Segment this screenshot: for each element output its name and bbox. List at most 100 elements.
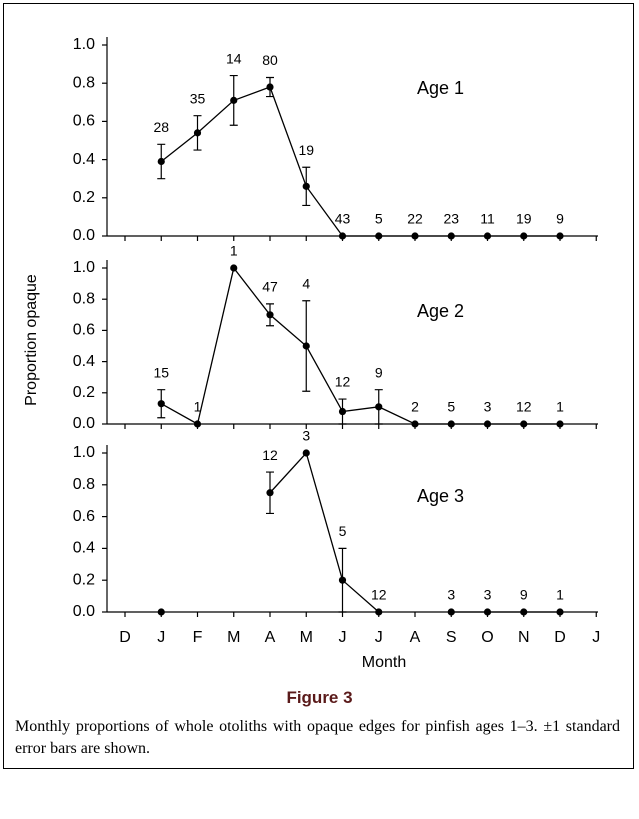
sample-size-label: 3: [447, 587, 455, 603]
y-tick-label: 0.0: [73, 415, 95, 432]
data-point: [302, 449, 310, 457]
sample-size-label: 9: [375, 364, 383, 380]
figure-label: Figure 3: [286, 688, 353, 707]
y-axis-label: Proportion opaque: [23, 274, 40, 406]
sample-size-label: 35: [190, 90, 206, 106]
data-point: [157, 608, 165, 616]
x-tick-label: J: [339, 629, 347, 646]
sample-size-label: 1: [194, 399, 202, 415]
data-point: [338, 407, 347, 416]
x-tick-label: A: [265, 629, 276, 646]
sample-size-label: 19: [298, 142, 314, 158]
x-tick-label: S: [446, 629, 457, 646]
sample-size-label: 9: [520, 587, 528, 603]
y-tick-label: 0.0: [73, 227, 95, 244]
data-point: [447, 608, 455, 616]
data-point: [447, 420, 455, 428]
figure-frame: [3, 3, 634, 769]
y-tick-label: 0.2: [73, 571, 95, 588]
figure-caption: Monthly proportions of whole otoliths wi…: [15, 718, 620, 757]
y-tick-label: 0.6: [73, 113, 95, 130]
sample-size-label: 43: [335, 211, 351, 227]
sample-size-label: 3: [484, 399, 492, 415]
data-point: [556, 420, 564, 428]
series-line: [269, 451, 380, 613]
y-tick-label: 0.8: [73, 290, 95, 307]
data-point: [375, 232, 383, 240]
sample-size-label: 23: [443, 211, 459, 227]
x-tick-label: M: [300, 629, 313, 646]
data-point: [520, 608, 528, 616]
y-tick-label: 1.0: [73, 444, 95, 461]
panel-title: Age 2: [417, 301, 464, 321]
data-point: [302, 182, 310, 190]
y-tick-label: 0.4: [73, 151, 95, 168]
sample-size-label: 3: [302, 428, 310, 444]
data-point: [520, 420, 528, 428]
y-tick-label: 0.6: [73, 322, 95, 339]
sample-size-label: 4: [302, 275, 310, 291]
data-point: [520, 232, 528, 240]
sample-size-label: 12: [335, 374, 351, 390]
y-tick-label: 0.0: [73, 603, 95, 620]
data-point: [193, 129, 202, 137]
data-point: [483, 608, 492, 616]
sample-size-label: 1: [556, 587, 564, 603]
panel-title: Age 3: [417, 486, 464, 506]
data-point: [266, 83, 274, 91]
sample-size-label: 9: [556, 211, 564, 227]
sample-size-label: 47: [262, 279, 278, 295]
sample-size-label: 3: [484, 587, 492, 603]
data-point: [447, 232, 455, 240]
data-point: [375, 403, 383, 411]
sample-size-label: 2: [411, 399, 419, 415]
series-line: [160, 266, 560, 425]
y-tick-label: 0.8: [73, 74, 95, 91]
data-point: [411, 232, 419, 240]
series-line: [160, 86, 560, 237]
data-point: [338, 232, 347, 240]
sample-size-label: 12: [262, 447, 278, 463]
x-tick-label: N: [518, 629, 530, 646]
x-tick-label: J: [157, 629, 165, 646]
data-point: [483, 232, 492, 240]
data-point: [230, 96, 238, 104]
data-point: [375, 608, 383, 616]
y-tick-label: 1.0: [73, 36, 95, 53]
y-tick-label: 0.6: [73, 508, 95, 525]
x-tick-label: J: [375, 629, 383, 646]
data-point: [411, 420, 419, 428]
data-point: [483, 420, 492, 428]
data-point: [157, 157, 165, 166]
sample-size-label: 1: [556, 399, 564, 415]
sample-size-label: 22: [407, 211, 423, 227]
x-tick-label: F: [193, 629, 203, 646]
data-point: [556, 232, 564, 240]
data-point: [157, 400, 165, 408]
sample-size-label: 5: [447, 399, 455, 415]
sample-size-label: 80: [262, 52, 278, 68]
x-tick-label: O: [481, 629, 493, 646]
x-tick-label: D: [554, 629, 566, 646]
data-point: [338, 576, 347, 584]
sample-size-label: 28: [153, 119, 169, 135]
x-tick-label: D: [119, 629, 131, 646]
data-point: [266, 489, 274, 497]
data-point: [556, 608, 564, 616]
data-point: [302, 342, 310, 350]
sample-size-label: 15: [153, 364, 169, 380]
panel-title: Age 1: [417, 78, 464, 98]
sample-size-label: 11: [480, 211, 495, 227]
sample-size-label: 1: [230, 243, 238, 259]
y-tick-label: 0.4: [73, 540, 95, 557]
sample-size-label: 12: [371, 587, 387, 603]
x-tick-label: J: [592, 629, 600, 646]
x-tick-label: M: [227, 629, 240, 646]
data-point: [266, 311, 274, 319]
y-tick-label: 0.2: [73, 384, 95, 401]
sample-size-label: 12: [516, 399, 532, 415]
y-tick-label: 0.8: [73, 476, 95, 493]
x-axis-label: Month: [362, 654, 406, 671]
